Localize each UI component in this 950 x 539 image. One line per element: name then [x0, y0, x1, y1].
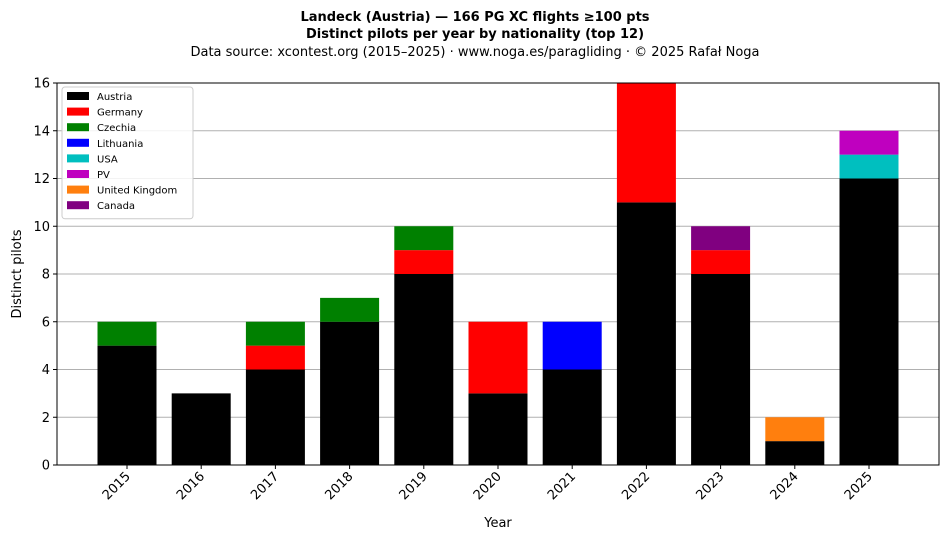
- x-axis: 2015 2016 2017 2018 2019 2020 2021 2022 2023 2024…: [100, 465, 876, 503]
- y-tick-label: 16: [33, 77, 50, 92]
- y-tick-label: 6: [42, 315, 50, 330]
- legend-label: PV: [97, 170, 110, 181]
- bar-germany-2017: [245, 345, 305, 370]
- x-tick-label: 2018: [322, 469, 356, 503]
- bar-usa-2025: [839, 154, 899, 179]
- legend-swatch: [67, 201, 89, 210]
- y-tick-label: 14: [33, 124, 50, 139]
- legend-swatch: [67, 185, 89, 194]
- legend-swatch: [67, 123, 89, 132]
- bars: [97, 83, 899, 466]
- bar-austria-2023: [691, 274, 751, 465]
- legend-label: United Kingdom: [97, 186, 177, 197]
- x-tick-label: 2025: [842, 469, 876, 503]
- bar-germany-2019: [394, 250, 454, 275]
- x-tick-label: 2017: [248, 469, 282, 503]
- bar-austria-2020: [468, 393, 528, 466]
- x-tick-label: 2024: [768, 469, 802, 503]
- y-tick-label: 8: [42, 268, 50, 283]
- bar-lithuania-2021: [542, 321, 602, 370]
- data-source-note: Data source: xcontest.org (2015–2025) · …: [190, 45, 759, 60]
- legend-label: USA: [97, 154, 118, 165]
- bar-germany-2023: [691, 250, 751, 275]
- bar-austria-2025: [839, 178, 899, 465]
- y-tick-label: 10: [33, 220, 50, 235]
- bar-czechia-2015: [97, 321, 157, 346]
- legend-label: Czechia: [97, 123, 136, 134]
- bar-austria-2015: [97, 345, 157, 466]
- bar-austria-2022: [616, 202, 676, 466]
- legend-swatch: [67, 170, 89, 178]
- legend-label: Canada: [97, 201, 135, 212]
- chart-title: Landeck (Austria) — 166 PG XC flights ≥1…: [300, 10, 649, 25]
- legend-box: [61, 86, 194, 220]
- y-axis: 0 2 4 6 8 10 12 14 16: [33, 77, 57, 474]
- bar-austria-2017: [245, 369, 305, 465]
- legend-swatch: [67, 107, 89, 116]
- bar-germany-2022: [616, 83, 676, 203]
- legend-swatch: [67, 92, 89, 100]
- bar-czechia-2018: [320, 297, 380, 322]
- legend-label: Lithuania: [97, 139, 143, 150]
- legend-label: Austria: [97, 92, 132, 103]
- legend-swatch: [67, 154, 89, 163]
- bar-austria-2024: [765, 441, 825, 466]
- bar-austria-2018: [320, 321, 380, 465]
- bar-pv-2025: [839, 130, 899, 155]
- bar-united-kingdom-2024: [765, 417, 825, 442]
- x-tick-label: 2015: [100, 469, 134, 503]
- bar-austria-2016: [171, 393, 231, 466]
- x-axis-label: Year: [483, 516, 512, 531]
- bar-austria-2019: [394, 274, 454, 465]
- legend: Austria Germany Czechia Lithuania USA PV Unite…: [61, 86, 194, 220]
- x-tick-label: 2019: [397, 469, 431, 503]
- y-tick-label: 12: [33, 172, 50, 187]
- bar-canada-2023: [691, 226, 751, 251]
- y-tick-label: 0: [42, 459, 50, 474]
- bar-germany-2020: [468, 321, 528, 394]
- bar-czechia-2017: [245, 321, 305, 346]
- legend-label: Germany: [97, 108, 143, 119]
- y-tick-label: 4: [42, 363, 50, 378]
- bar-austria-2021: [542, 369, 602, 465]
- chart-subtitle: Distinct pilots per year by nationality …: [306, 27, 644, 42]
- y-tick-label: 2: [42, 411, 50, 426]
- bar-czechia-2019: [394, 226, 454, 251]
- x-tick-label: 2021: [545, 469, 579, 503]
- x-tick-label: 2016: [174, 469, 208, 503]
- legend-swatch: [67, 138, 89, 147]
- x-tick-label: 2020: [471, 469, 505, 503]
- y-axis-label: Distinct pilots: [10, 229, 25, 318]
- x-tick-label: 2022: [619, 469, 653, 503]
- x-tick-label: 2023: [693, 469, 727, 503]
